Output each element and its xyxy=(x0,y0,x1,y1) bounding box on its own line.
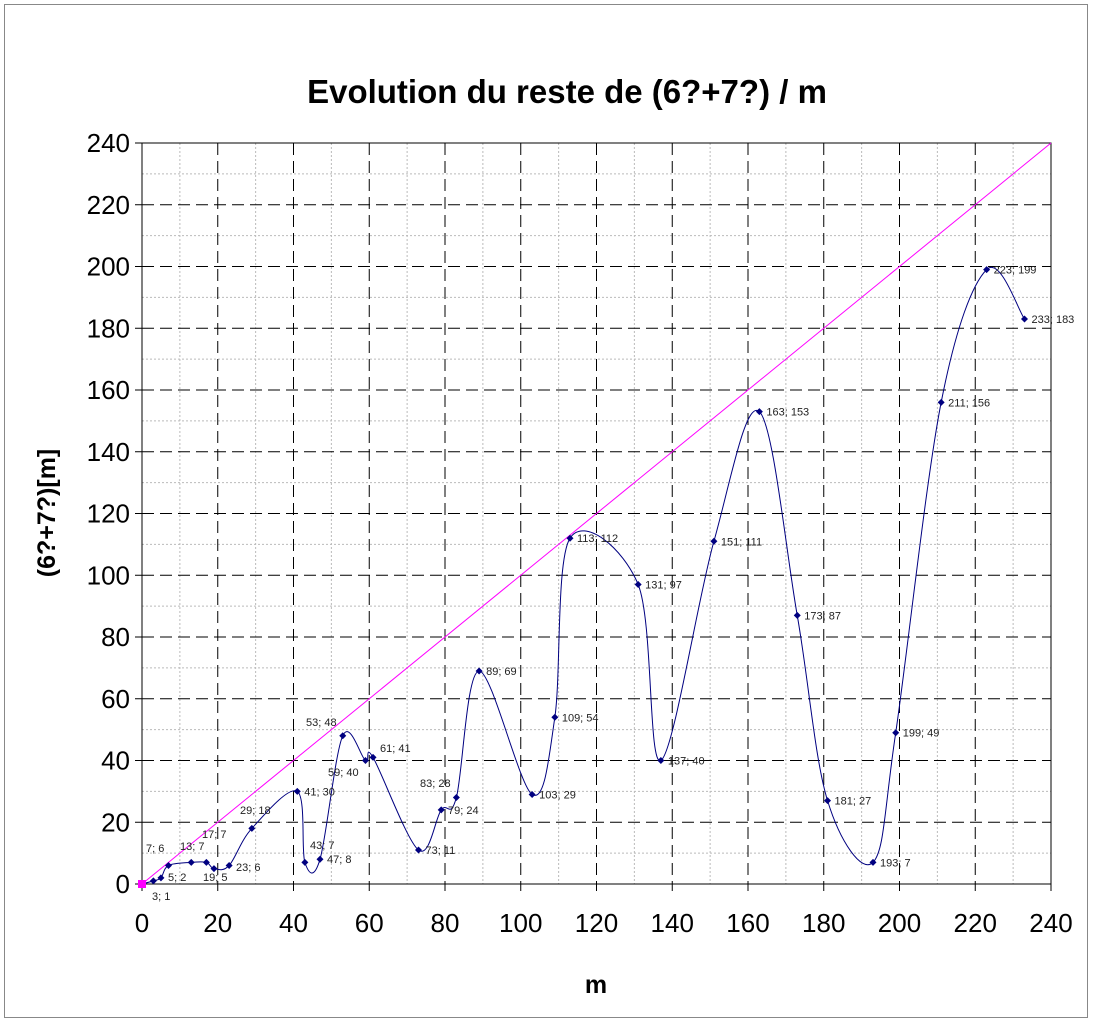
data-label: 73; 11 xyxy=(425,845,455,857)
y-tick-label: 160 xyxy=(87,375,130,405)
x-tick-label: 60 xyxy=(355,908,384,938)
data-point-marker xyxy=(210,865,218,873)
x-tick-label: 180 xyxy=(802,908,845,938)
data-point-marker xyxy=(528,790,536,798)
data-label: 79; 24 xyxy=(448,805,479,817)
data-point-marker xyxy=(452,794,460,802)
x-tick-label: 240 xyxy=(1029,908,1072,938)
x-tick-label: 160 xyxy=(726,908,769,938)
x-tick-label: 120 xyxy=(575,908,618,938)
origin-marker xyxy=(138,880,146,888)
data-point-marker xyxy=(339,732,347,740)
x-tick-label: 220 xyxy=(954,908,997,938)
data-point-marker xyxy=(149,877,157,885)
data-label: 19; 5 xyxy=(203,872,227,884)
data-point-marker xyxy=(824,797,832,805)
x-tick-label: 200 xyxy=(878,908,921,938)
x-tick-label: 0 xyxy=(135,908,149,938)
data-point-marker xyxy=(755,408,763,416)
data-point-marker xyxy=(869,858,877,866)
data-point-marker xyxy=(475,667,483,675)
series-line-reste xyxy=(141,266,1025,885)
data-label: 17; 7 xyxy=(202,829,226,841)
y-tick-label: 60 xyxy=(101,684,130,714)
data-label: 5; 2 xyxy=(168,872,186,884)
data-label: 193; 7 xyxy=(880,857,911,869)
data-point-marker xyxy=(414,846,422,854)
data-label: 233; 183 xyxy=(1031,314,1074,326)
data-label: 109; 54 xyxy=(562,712,599,724)
data-point-marker xyxy=(710,537,718,545)
data-point-marker xyxy=(634,581,642,589)
reference-line-y-equals-m xyxy=(141,142,1052,885)
y-tick-label: 20 xyxy=(101,807,130,837)
data-label: 181; 27 xyxy=(835,796,872,808)
data-point-marker xyxy=(187,858,195,866)
chart-title: Evolution du reste de (6?+7?) / m xyxy=(307,73,827,110)
data-label: 3; 1 xyxy=(152,891,170,903)
data-point-marker xyxy=(157,874,165,882)
data-point-marker xyxy=(225,861,233,869)
y-tick-label: 220 xyxy=(87,190,130,220)
data-label: 47; 8 xyxy=(327,854,351,866)
data-label: 199; 49 xyxy=(903,728,940,740)
x-tick-label: 80 xyxy=(431,908,460,938)
data-label: 103; 29 xyxy=(539,789,576,801)
data-point-marker xyxy=(248,824,256,832)
x-tick-label: 100 xyxy=(499,908,542,938)
y-tick-label: 120 xyxy=(87,499,130,529)
data-point-marker xyxy=(293,787,301,795)
x-tick-label: 40 xyxy=(279,908,308,938)
x-tick-label: 140 xyxy=(651,908,694,938)
data-point-marker xyxy=(937,398,945,406)
data-label: 113; 112 xyxy=(577,533,618,545)
y-axis-label: (6?+7?)[m] xyxy=(33,449,61,577)
x-tick-label: 20 xyxy=(203,908,232,938)
data-point-marker xyxy=(437,806,445,814)
data-label: 223; 199 xyxy=(994,265,1037,277)
data-label: 131; 97 xyxy=(645,580,682,592)
chart-frame xyxy=(4,4,1088,1018)
data-label: 137; 40 xyxy=(668,756,705,768)
data-label: 23; 6 xyxy=(236,862,260,874)
data-label: 211; 156 xyxy=(948,397,990,409)
data-label: 83; 28 xyxy=(420,778,451,790)
data-point-marker xyxy=(657,757,665,764)
data-point-marker xyxy=(793,611,801,619)
data-point-marker xyxy=(1020,315,1028,323)
data-label: 29; 18 xyxy=(240,805,271,817)
y-tick-label: 100 xyxy=(87,560,130,590)
y-tick-label: 140 xyxy=(87,437,130,467)
y-tick-label: 40 xyxy=(101,746,130,776)
data-point-marker xyxy=(165,861,173,869)
x-axis-label: m xyxy=(585,971,607,999)
data-point-marker xyxy=(361,757,369,764)
y-tick-label: 200 xyxy=(87,252,130,282)
data-point-marker xyxy=(983,266,991,274)
data-point-marker xyxy=(301,858,309,866)
data-label: 53; 48 xyxy=(306,717,337,729)
data-point-marker xyxy=(316,855,324,863)
y-tick-label: 80 xyxy=(101,622,130,652)
data-label: 173; 87 xyxy=(804,610,841,622)
data-point-marker xyxy=(892,729,900,737)
data-label: 89; 69 xyxy=(486,666,517,678)
data-label: 43; 7 xyxy=(310,840,334,852)
data-point-marker xyxy=(566,534,574,542)
data-label: 41; 30 xyxy=(304,786,335,798)
data-label: 59; 40 xyxy=(328,767,359,779)
data-point-marker xyxy=(369,753,377,761)
data-label: 151; 111 xyxy=(721,536,762,548)
data-point-marker xyxy=(202,858,210,866)
y-tick-label: 180 xyxy=(87,313,130,343)
data-label: 163; 153 xyxy=(766,407,809,419)
y-tick-label: 240 xyxy=(87,128,130,158)
data-point-marker xyxy=(551,713,559,721)
data-label: 13; 7 xyxy=(180,841,204,853)
y-tick-label: 0 xyxy=(116,869,130,899)
data-label: 61; 41 xyxy=(380,743,411,755)
data-label: 7; 6 xyxy=(146,843,164,855)
